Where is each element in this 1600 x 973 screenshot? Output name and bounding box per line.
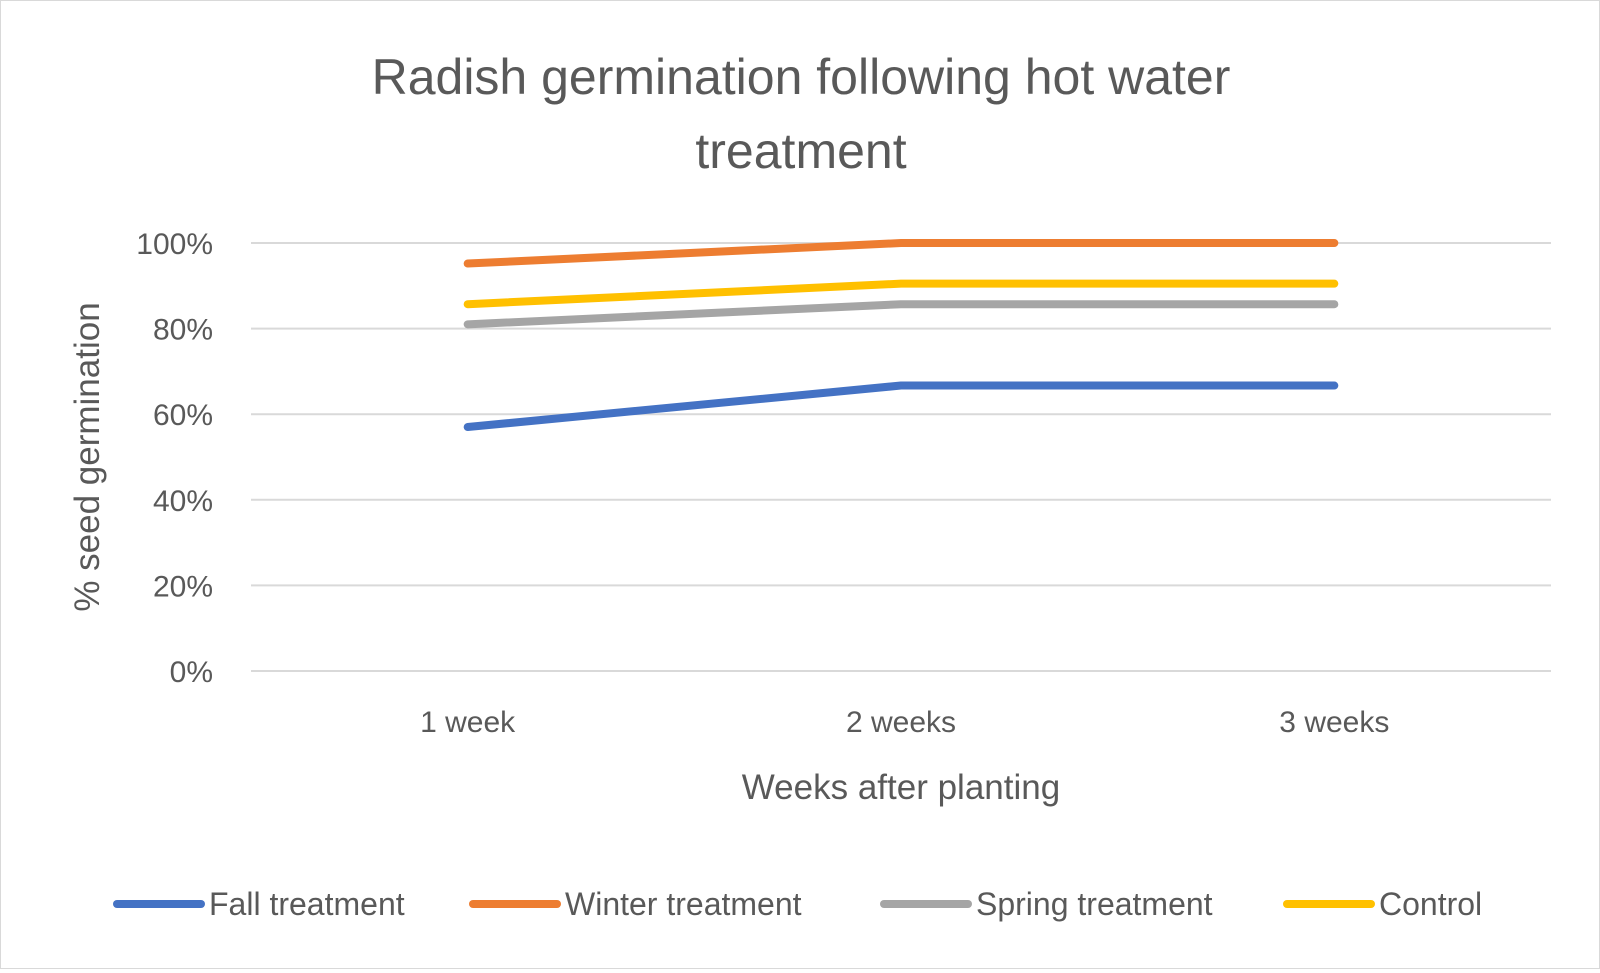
legend-label: Fall treatment	[209, 886, 405, 922]
series-line-fall-treatment	[463, 381, 1339, 432]
plot-series	[463, 239, 1339, 432]
legend: Fall treatment Winter treatment Spring tre…	[113, 886, 1482, 922]
chart-title-line-2: treatment	[695, 123, 906, 179]
y-axis-ticks: 0% 20% 40% 60% 80% 100%	[136, 228, 213, 689]
x-tick-label: 3 weeks	[1279, 706, 1389, 739]
y-tick-label: 0%	[170, 656, 213, 689]
y-tick-label: 80%	[153, 314, 213, 347]
y-tick-label: 100%	[136, 228, 213, 261]
legend-label: Control	[1379, 886, 1482, 922]
series-line-spring-treatment	[463, 300, 1339, 329]
legend-label: Spring treatment	[976, 886, 1213, 922]
y-tick-label: 40%	[153, 485, 213, 518]
x-tick-label: 2 weeks	[846, 706, 956, 739]
chart-title-line-1: Radish germination following hot water	[372, 49, 1231, 105]
x-axis-ticks: 1 week 2 weeks 3 weeks	[420, 706, 1389, 739]
y-tick-label: 60%	[153, 399, 213, 432]
y-axis-title: % seed germination	[68, 302, 107, 611]
y-tick-label: 20%	[153, 570, 213, 603]
legend-label: Winter treatment	[565, 886, 802, 922]
series-line-winter-treatment	[463, 239, 1339, 268]
x-axis-title: Weeks after planting	[742, 768, 1060, 807]
series-line-control	[463, 279, 1339, 309]
x-tick-label: 1 week	[420, 706, 516, 739]
